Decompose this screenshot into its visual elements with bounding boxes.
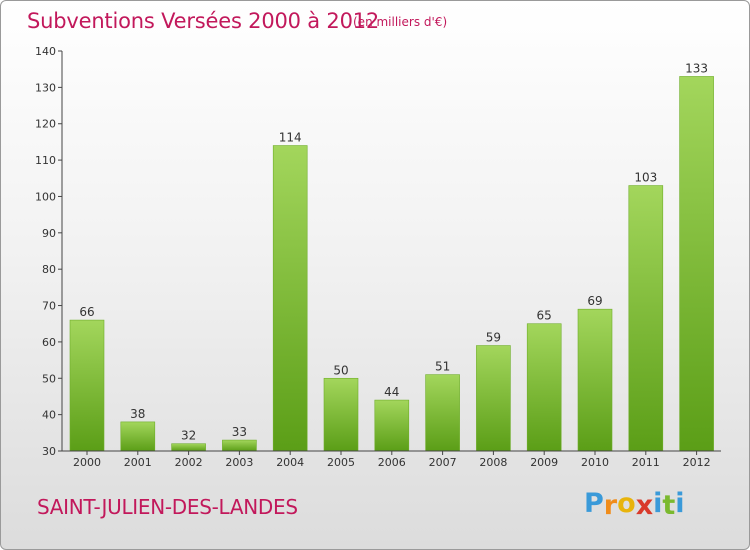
bar-2006 [374, 399, 410, 452]
y-tick-label-90: 90 [42, 227, 56, 240]
y-tick-label-40: 40 [42, 409, 56, 422]
data-label-2000: 66 [79, 305, 94, 319]
logo-letter: i [653, 488, 663, 519]
x-tick-label-2004: 2004 [276, 456, 304, 469]
chart-title: Subventions Versées 2000 à 2012 [27, 9, 380, 33]
unit-note: (en milliers d'€) [353, 15, 448, 29]
bar-2003 [222, 439, 257, 452]
bar-2008 [476, 345, 511, 452]
logo-letter: r [603, 490, 618, 521]
axes-group: 2000 2001 2002 2003 2004 2005 2006 2007 2008 2009… [35, 45, 721, 469]
bar-2004 [272, 145, 308, 452]
bar-2007 [425, 374, 460, 452]
x-tick-label-2001: 2001 [124, 456, 152, 469]
bar-2001 [120, 421, 156, 452]
logo-letter: i [675, 488, 685, 519]
data-label-2005: 50 [333, 363, 348, 377]
y-tick-label-130: 130 [35, 81, 56, 94]
bars-group: 66 38 32 33 114 50 44 51 59 65 69 103 133 [69, 61, 714, 452]
bar-2010 [577, 308, 613, 452]
data-label-2001: 38 [130, 407, 145, 421]
data-label-2007: 51 [435, 360, 450, 374]
logo-letter: x [635, 490, 654, 521]
y-tick-label-60: 60 [42, 336, 56, 349]
y-tick-label-50: 50 [42, 372, 56, 385]
x-tick-label-2008: 2008 [479, 456, 507, 469]
data-label-2002: 32 [181, 429, 196, 443]
x-tick-label-2005: 2005 [327, 456, 355, 469]
data-label-2011: 103 [634, 171, 657, 185]
data-label-2012: 133 [685, 61, 708, 75]
y-tick-label-140: 140 [35, 45, 56, 58]
data-label-2008: 59 [486, 331, 501, 345]
commune-name: SAINT-JULIEN-DES-LANDES [37, 495, 298, 519]
logo-letter: t [662, 490, 676, 521]
bar-2002 [171, 443, 206, 452]
data-label-2004: 114 [279, 131, 302, 145]
proxiti-logo[interactable]: Proxiti [584, 488, 685, 521]
data-label-2006: 44 [384, 385, 399, 399]
x-tick-label-2007: 2007 [429, 456, 457, 469]
bar-2000 [69, 319, 105, 452]
bar-2012 [679, 76, 714, 452]
y-tick-label-80: 80 [42, 263, 56, 276]
data-label-2010: 69 [587, 294, 602, 308]
y-tick-label-100: 100 [35, 190, 56, 203]
x-tick-label-2000: 2000 [73, 456, 101, 469]
x-tick-label-2006: 2006 [378, 456, 406, 469]
y-tick-label-70: 70 [42, 300, 56, 313]
x-tick-label-2011: 2011 [632, 456, 660, 469]
x-tick-label-2009: 2009 [530, 456, 558, 469]
data-label-2009: 65 [537, 309, 552, 323]
logo-letter: o [617, 488, 636, 519]
bar-2009 [526, 323, 562, 452]
x-tick-label-2003: 2003 [225, 456, 253, 469]
y-tick-label-110: 110 [35, 154, 56, 167]
x-tick-label-2002: 2002 [175, 456, 203, 469]
y-tick-label-120: 120 [35, 118, 56, 131]
x-tick-label-2010: 2010 [581, 456, 609, 469]
bar-2005 [323, 377, 359, 452]
x-tick-label-2012: 2012 [683, 456, 711, 469]
y-tick-label-30: 30 [42, 445, 56, 458]
logo-letter: P [584, 488, 604, 519]
bar-2011 [628, 185, 664, 452]
data-label-2003: 33 [232, 425, 247, 439]
